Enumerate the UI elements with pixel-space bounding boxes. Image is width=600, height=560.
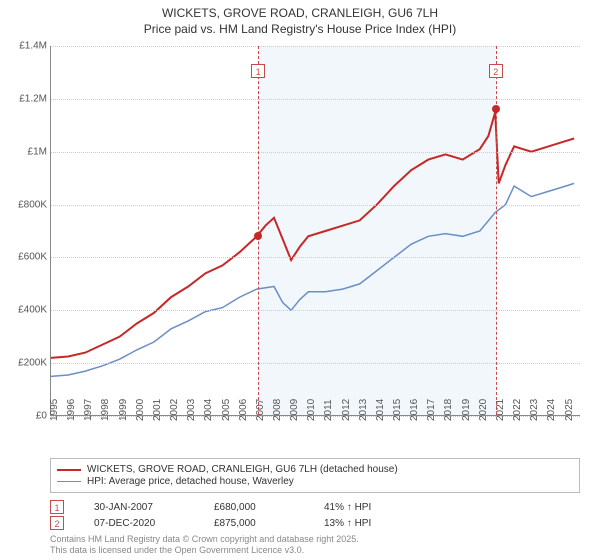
marker-vline — [258, 46, 259, 415]
xtick-label: 2017 — [426, 399, 437, 421]
legend-swatch — [57, 469, 81, 471]
xtick-label: 1998 — [100, 399, 111, 421]
xtick-label: 2006 — [238, 399, 249, 421]
ytick-label: £1.4M — [19, 41, 47, 52]
legend-box: WICKETS, GROVE ROAD, CRANLEIGH, GU6 7LH … — [50, 458, 580, 493]
xtick-label: 2014 — [375, 399, 386, 421]
xtick-label: 2019 — [461, 399, 472, 421]
price-dot — [492, 105, 500, 113]
legend-row: HPI: Average price, detached house, Wave… — [57, 476, 573, 487]
ytick-label: £200K — [18, 358, 47, 369]
xtick-label: 2016 — [409, 399, 420, 421]
xtick-label: 2022 — [512, 399, 523, 421]
title-line1: WICKETS, GROVE ROAD, CRANLEIGH, GU6 7LH — [0, 6, 600, 22]
xtick-label: 2020 — [478, 399, 489, 421]
gridline — [51, 205, 580, 206]
xtick-label: 2015 — [392, 399, 403, 421]
data-date: 30-JAN-2007 — [94, 502, 184, 513]
data-row: 2 07-DEC-2020 £875,000 13% ↑ HPI — [50, 516, 371, 530]
data-row: 1 30-JAN-2007 £680,000 41% ↑ HPI — [50, 500, 371, 514]
data-price: £875,000 — [214, 518, 294, 529]
chart-area: £0£200K£400K£600K£800K£1M£1.2M£1.4M19951… — [50, 46, 580, 416]
legend-row: WICKETS, GROVE ROAD, CRANLEIGH, GU6 7LH … — [57, 464, 573, 475]
xtick-label: 2025 — [564, 399, 575, 421]
data-price: £680,000 — [214, 502, 294, 513]
data-marker: 1 — [50, 500, 64, 514]
xtick-label: 2001 — [152, 399, 163, 421]
xtick-label: 2000 — [135, 399, 146, 421]
chart-container: WICKETS, GROVE ROAD, CRANLEIGH, GU6 7LH … — [0, 0, 600, 560]
xtick-label: 2012 — [341, 399, 352, 421]
legend-swatch — [57, 481, 81, 482]
price-dot — [254, 232, 262, 240]
footer: Contains HM Land Registry data © Crown c… — [50, 534, 359, 556]
marker-box: 1 — [251, 64, 265, 78]
data-date: 07-DEC-2020 — [94, 518, 184, 529]
chart-svg — [51, 46, 580, 415]
gridline — [51, 310, 580, 311]
marker-vline — [496, 46, 497, 415]
title-block: WICKETS, GROVE ROAD, CRANLEIGH, GU6 7LH … — [0, 0, 600, 39]
data-marker: 2 — [50, 516, 64, 530]
xtick-label: 2003 — [186, 399, 197, 421]
xtick-label: 1999 — [118, 399, 129, 421]
xtick-label: 2023 — [529, 399, 540, 421]
ytick-label: £400K — [18, 305, 47, 316]
xtick-label: 1997 — [83, 399, 94, 421]
ytick-label: £800K — [18, 199, 47, 210]
xtick-label: 2005 — [221, 399, 232, 421]
ytick-label: £1.2M — [19, 93, 47, 104]
footer-line2: This data is licensed under the Open Gov… — [50, 545, 359, 556]
legend-label: WICKETS, GROVE ROAD, CRANLEIGH, GU6 7LH … — [87, 464, 398, 475]
legend-label: HPI: Average price, detached house, Wave… — [87, 476, 294, 487]
ytick-label: £600K — [18, 252, 47, 263]
xtick-label: 2024 — [546, 399, 557, 421]
xtick-label: 1996 — [66, 399, 77, 421]
footer-line1: Contains HM Land Registry data © Crown c… — [50, 534, 359, 545]
xtick-label: 2009 — [289, 399, 300, 421]
xtick-label: 2018 — [443, 399, 454, 421]
xtick-label: 2007 — [255, 399, 266, 421]
xtick-label: 2004 — [203, 399, 214, 421]
xtick-label: 2013 — [358, 399, 369, 421]
gridline — [51, 257, 580, 258]
ytick-label: £0 — [36, 411, 47, 422]
ytick-label: £1M — [28, 146, 47, 157]
gridline — [51, 363, 580, 364]
gridline — [51, 152, 580, 153]
xtick-label: 2008 — [272, 399, 283, 421]
xtick-label: 1995 — [49, 399, 60, 421]
title-line2: Price paid vs. HM Land Registry's House … — [0, 22, 600, 38]
xtick-label: 2011 — [323, 399, 334, 421]
data-delta: 41% ↑ HPI — [324, 502, 371, 513]
data-delta: 13% ↑ HPI — [324, 518, 371, 529]
xtick-label: 2002 — [169, 399, 180, 421]
gridline — [51, 46, 580, 47]
marker-box: 2 — [489, 64, 503, 78]
gridline — [51, 99, 580, 100]
xtick-label: 2010 — [306, 399, 317, 421]
data-table: 1 30-JAN-2007 £680,000 41% ↑ HPI 2 07-DEC-202… — [50, 498, 371, 532]
